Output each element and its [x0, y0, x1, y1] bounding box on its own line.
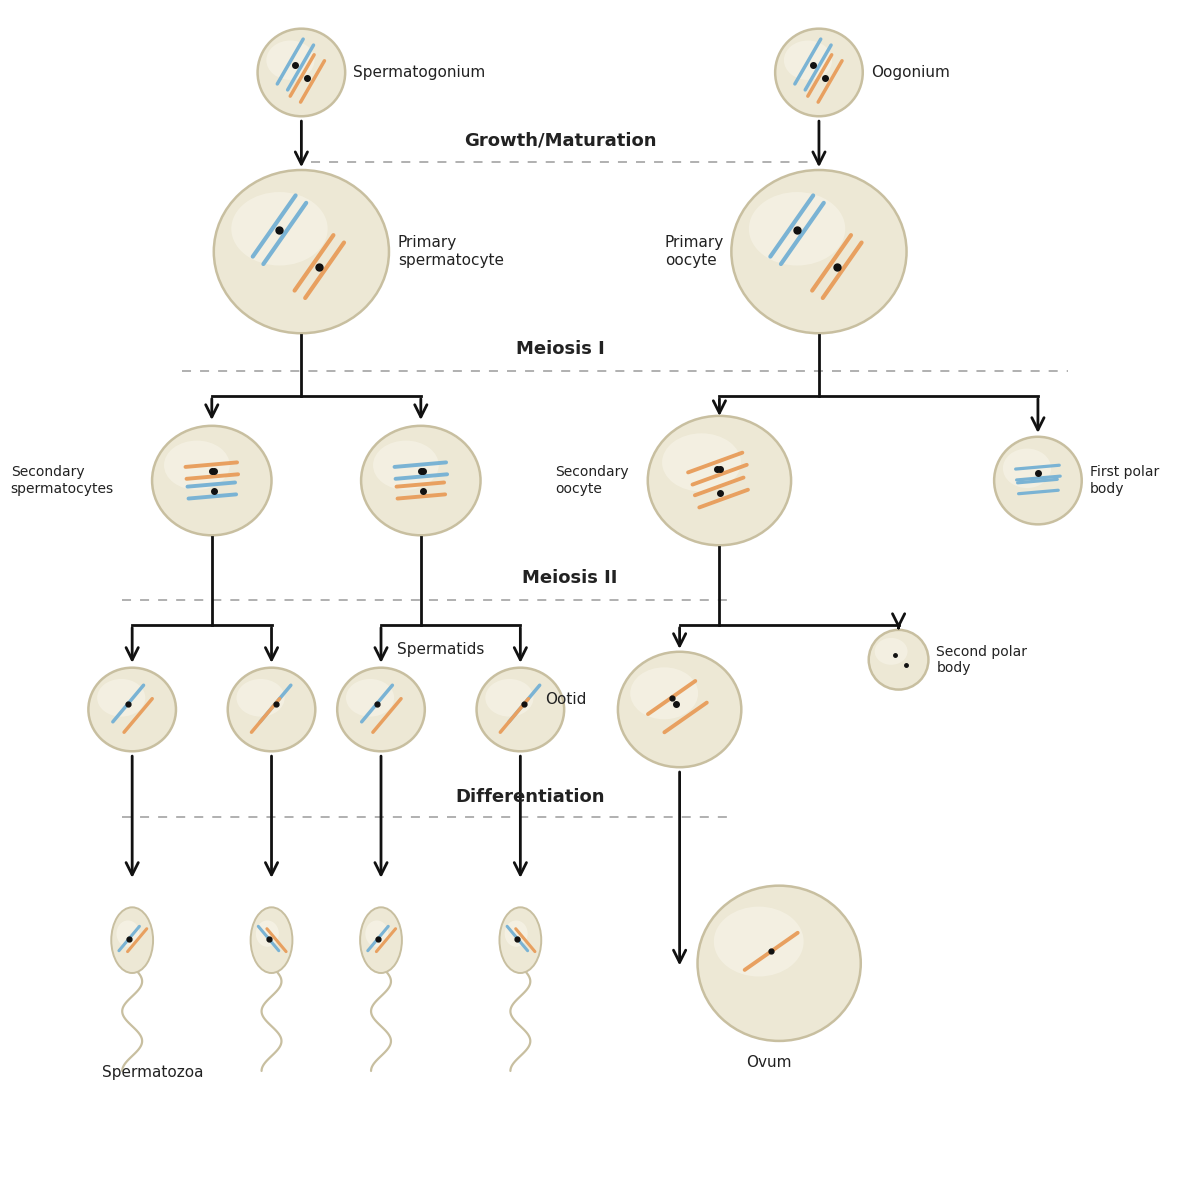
Ellipse shape: [749, 192, 845, 265]
Text: Meiosis I: Meiosis I: [516, 340, 604, 358]
Ellipse shape: [775, 29, 863, 116]
Text: Primary
oocyte: Primary oocyte: [665, 235, 724, 268]
Ellipse shape: [485, 679, 534, 716]
Ellipse shape: [236, 679, 285, 716]
Text: Oogonium: Oogonium: [870, 65, 950, 80]
Ellipse shape: [697, 886, 861, 1040]
Ellipse shape: [714, 907, 803, 977]
Ellipse shape: [499, 907, 541, 973]
Ellipse shape: [213, 170, 389, 334]
Ellipse shape: [994, 437, 1081, 524]
Ellipse shape: [1002, 449, 1051, 488]
Ellipse shape: [504, 920, 528, 947]
Ellipse shape: [732, 170, 907, 334]
Ellipse shape: [477, 667, 564, 751]
Ellipse shape: [662, 433, 741, 492]
Text: Differentiation: Differentiation: [455, 788, 606, 806]
Ellipse shape: [88, 667, 176, 751]
Text: Spermatogonium: Spermatogonium: [353, 65, 485, 80]
Text: Ootid: Ootid: [545, 692, 586, 707]
Text: Growth/Maturation: Growth/Maturation: [464, 131, 657, 149]
Ellipse shape: [257, 29, 346, 116]
Text: Primary
spermatocyte: Primary spermatocyte: [398, 235, 504, 268]
Ellipse shape: [365, 920, 389, 947]
Ellipse shape: [117, 920, 139, 947]
Ellipse shape: [231, 192, 328, 265]
Ellipse shape: [617, 652, 741, 767]
Text: Spermatozoa: Spermatozoa: [103, 1066, 204, 1080]
Text: First polar
body: First polar body: [1089, 466, 1159, 496]
Ellipse shape: [784, 41, 832, 80]
Ellipse shape: [228, 667, 316, 751]
Ellipse shape: [250, 907, 292, 973]
Ellipse shape: [346, 679, 395, 716]
Ellipse shape: [360, 907, 402, 973]
Text: Second polar
body: Second polar body: [937, 644, 1028, 674]
Ellipse shape: [111, 907, 153, 973]
Ellipse shape: [164, 440, 230, 490]
Ellipse shape: [256, 920, 279, 947]
Ellipse shape: [97, 679, 145, 716]
Ellipse shape: [361, 426, 480, 535]
Ellipse shape: [631, 667, 699, 719]
Ellipse shape: [875, 638, 907, 665]
Ellipse shape: [373, 440, 439, 490]
Ellipse shape: [153, 426, 272, 535]
Text: Secondary
oocyte: Secondary oocyte: [555, 466, 629, 496]
Text: Ovum: Ovum: [746, 1055, 791, 1070]
Text: Spermatids: Spermatids: [397, 642, 484, 658]
Ellipse shape: [869, 630, 929, 690]
Text: Secondary
spermatocytes: Secondary spermatocytes: [11, 466, 114, 496]
Ellipse shape: [266, 41, 315, 80]
Ellipse shape: [337, 667, 424, 751]
Ellipse shape: [647, 416, 791, 545]
Text: Meiosis II: Meiosis II: [522, 569, 617, 587]
